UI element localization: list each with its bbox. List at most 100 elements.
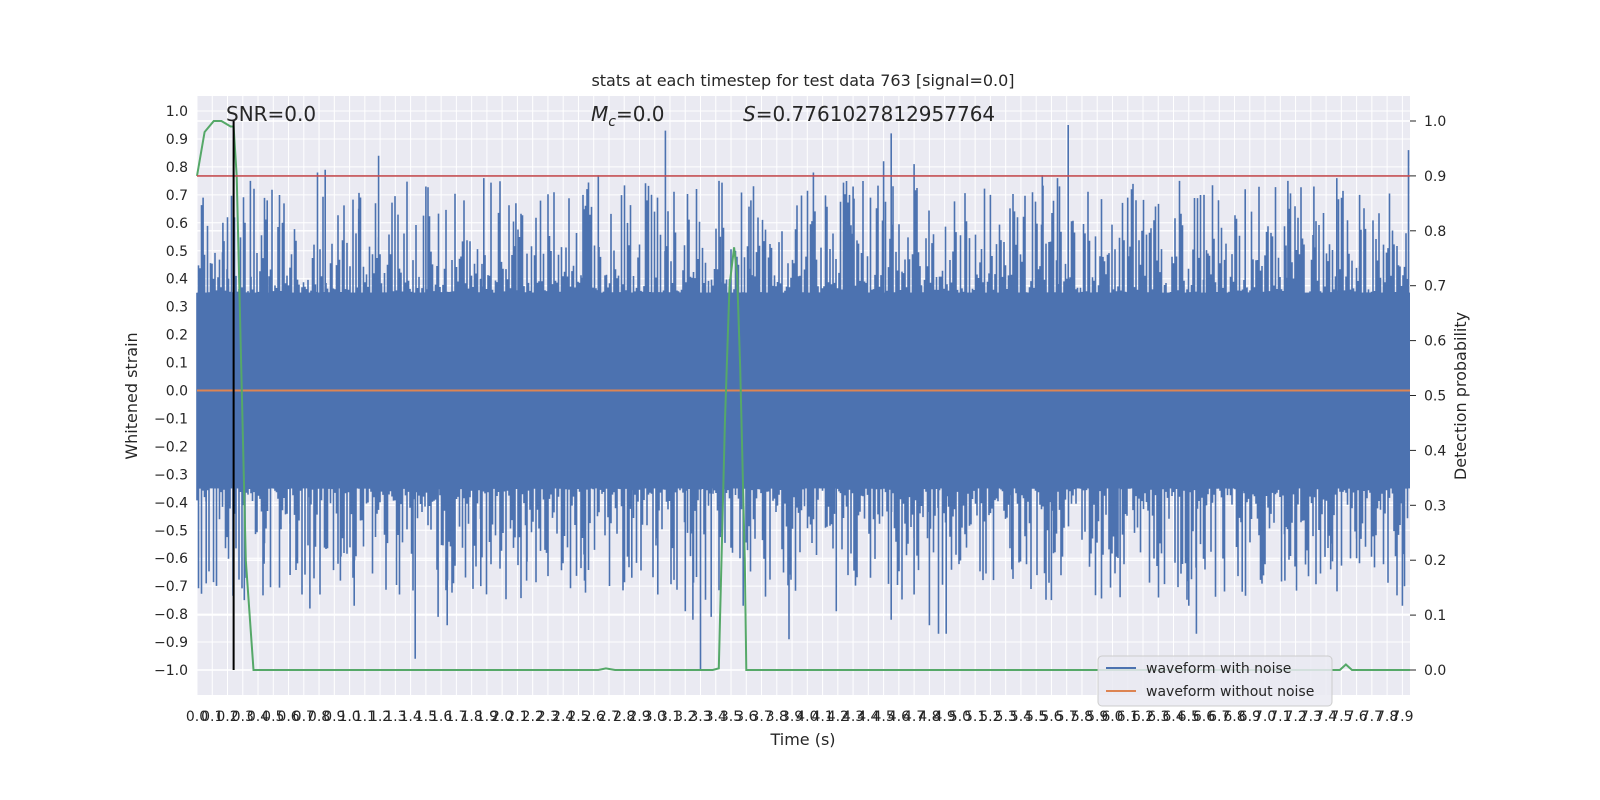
right-y-tick-label: 0.2 — [1424, 553, 1446, 569]
x-tick-label: 7.2 — [1284, 709, 1306, 725]
x-tick-label: 6.1 — [1117, 709, 1139, 725]
x-tick-label: 2.6 — [583, 709, 605, 725]
x-tick-label: 3.0 — [644, 709, 666, 725]
x-tick-label: 7.9 — [1391, 709, 1413, 725]
x-tick-label: 1.4 — [399, 709, 421, 725]
left-y-tick-label: 1.0 — [166, 104, 188, 120]
right-y-tick-label: 0.4 — [1424, 443, 1446, 459]
x-tick-label: 6.6 — [1193, 709, 1215, 725]
x-tick-label: 0.1 — [201, 709, 223, 725]
x-tick-label: 1.1 — [354, 709, 376, 725]
right-y-ticks: 0.0 0.1 0.2 0.3 0.4 0.5 0.6 0.7 0.8 0.9 1.0 — [1410, 114, 1446, 679]
x-tick-label: 4.2 — [827, 709, 849, 725]
x-tick-label: 4.3 — [842, 709, 864, 725]
x-tick-label: 7.4 — [1315, 709, 1337, 725]
x-tick-label: 0.7 — [293, 709, 315, 725]
left-y-tick-label: −0.4 — [154, 495, 188, 511]
x-tick-label: 1.9 — [476, 709, 498, 725]
chart-title: stats at each timestep for test data 763… — [591, 71, 1014, 90]
right-y-tick-label: 0.5 — [1424, 389, 1446, 405]
x-tick-label: 6.4 — [1162, 709, 1184, 725]
right-y-tick-label: 0.6 — [1424, 334, 1446, 350]
x-tick-label: 1.2 — [369, 709, 391, 725]
x-tick-label: 4.5 — [872, 709, 894, 725]
x-tick-label: 2.0 — [491, 709, 513, 725]
right-y-tick-label: 1.0 — [1424, 114, 1446, 130]
x-tick-label: 0.2 — [216, 709, 238, 725]
x-tick-label: 2.5 — [567, 709, 589, 725]
x-tick-label: 3.5 — [720, 709, 742, 725]
series-detection-probability — [196, 120, 1410, 671]
left-y-tick-label: 0.6 — [166, 216, 188, 232]
left-y-tick-label: −0.6 — [154, 551, 188, 567]
x-tick-label: 7.7 — [1361, 709, 1383, 725]
left-y-tick-label: 0.1 — [166, 356, 188, 372]
x-tick-label: 5.2 — [979, 709, 1001, 725]
left-y-tick-label: −0.3 — [154, 467, 188, 483]
left-y-tick-label: 0.9 — [166, 132, 188, 148]
x-tick-label: 7.6 — [1345, 709, 1367, 725]
x-tick-label: 2.3 — [537, 709, 559, 725]
x-tick-label: 5.5 — [1025, 709, 1047, 725]
x-tick-label: 2.2 — [522, 709, 544, 725]
x-tick-label: 6.0 — [1101, 709, 1123, 725]
left-y-tick-label: −1.0 — [154, 663, 188, 679]
x-tick-label: 3.7 — [750, 709, 772, 725]
x-tick-label: 2.9 — [628, 709, 650, 725]
left-y-tick-label: 0.7 — [166, 188, 188, 204]
x-tick-label: 4.9 — [934, 709, 956, 725]
x-tick-label: 5.8 — [1071, 709, 1093, 725]
annotation-s: S=0.7761027812957764 — [743, 102, 995, 126]
x-tick-label: 3.6 — [735, 709, 757, 725]
x-axis-label: Time (s) — [769, 730, 835, 749]
left-y-tick-label: −0.2 — [154, 439, 188, 455]
x-tick-label: 1.0 — [338, 709, 360, 725]
left-y-ticks: −1.0 −0.9 −0.8 −0.7 −0.6 −0.5 −0.4 −0.3 −0.2 −0.1… — [154, 104, 188, 679]
x-tick-label: 3.8 — [766, 709, 788, 725]
x-tick-label: 3.1 — [659, 709, 681, 725]
x-tick-label: 3.4 — [705, 709, 727, 725]
x-tick-label: 5.7 — [1056, 709, 1078, 725]
x-tick-label: 1.6 — [430, 709, 452, 725]
legend-label-clean: waveform without noise — [1146, 684, 1314, 700]
annotation-mc: Mc=0.0 — [591, 102, 665, 130]
annotation-snr: SNR=0.0 — [226, 102, 316, 126]
y-axis-label-right: Detection probability — [1451, 312, 1470, 480]
x-tick-label: 4.1 — [811, 709, 833, 725]
x-tick-label: 4.8 — [918, 709, 940, 725]
x-tick-label: 1.3 — [384, 709, 406, 725]
x-tick-label: 0.6 — [277, 709, 299, 725]
x-tick-label: 3.2 — [674, 709, 696, 725]
left-y-tick-label: 0.2 — [166, 328, 188, 344]
x-tick-label: 5.1 — [964, 709, 986, 725]
left-y-tick-label: 0.0 — [166, 384, 188, 400]
x-tick-label: 1.7 — [445, 709, 467, 725]
x-tick-label: 3.3 — [689, 709, 711, 725]
x-tick-label: 0.3 — [232, 709, 254, 725]
right-y-tick-label: 0.8 — [1424, 224, 1446, 240]
x-tick-label: 2.1 — [506, 709, 528, 725]
legend: waveform with noise waveform without noi… — [1097, 655, 1333, 707]
right-y-tick-label: 0.3 — [1424, 498, 1446, 514]
x-tick-label: 4.0 — [796, 709, 818, 725]
left-y-tick-label: 0.8 — [166, 160, 188, 176]
x-tick-label: 0.0 — [186, 709, 208, 725]
left-y-tick-label: −0.1 — [154, 411, 188, 427]
legend-box — [1097, 655, 1333, 707]
x-tick-label: 6.2 — [1132, 709, 1154, 725]
x-tick-label: 4.6 — [888, 709, 910, 725]
x-tick-label: 0.8 — [308, 709, 330, 725]
x-tick-label: 0.9 — [323, 709, 345, 725]
x-tick-label: 6.7 — [1208, 709, 1230, 725]
left-y-tick-label: −0.8 — [154, 607, 188, 623]
left-y-tick-label: −0.7 — [154, 579, 188, 595]
x-tick-label: 6.3 — [1147, 709, 1169, 725]
left-y-tick-label: 0.3 — [166, 300, 188, 316]
y-axis-label-left: Whitened strain — [122, 332, 141, 459]
legend-label-noise: waveform with noise — [1146, 661, 1291, 677]
right-y-tick-label: 0.7 — [1424, 279, 1446, 295]
right-y-tick-label: 0.9 — [1424, 169, 1446, 185]
left-y-tick-label: −0.9 — [154, 635, 188, 651]
x-tick-label: 0.5 — [262, 709, 284, 725]
